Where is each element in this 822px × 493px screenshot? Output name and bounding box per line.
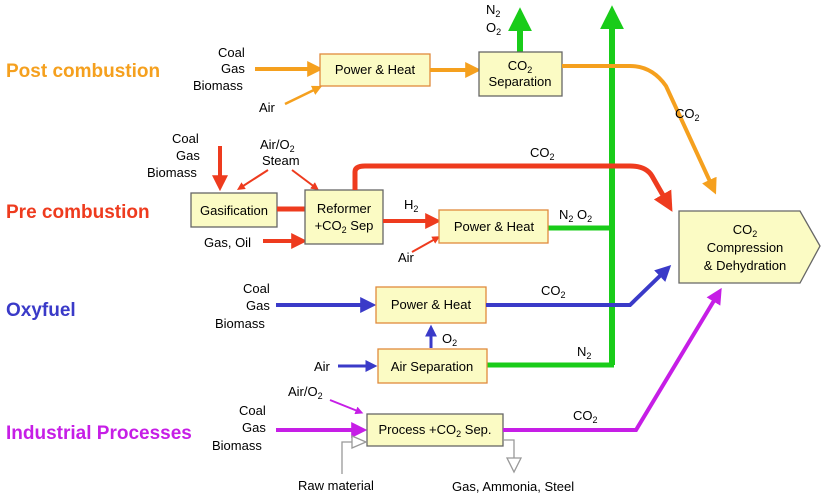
post-air-arrow [284,85,323,106]
industrial-flow: Industrial Processes Coal Gas Biomass Ai… [6,287,722,493]
compression-box [678,210,821,284]
pre-steam-label: Steam [262,153,300,168]
compression-text-1: CO2 [733,222,758,239]
ind-fuel-biomass: Biomass [212,438,262,453]
oxy-fuel-biomass: Biomass [215,316,265,331]
post-air-label: Air [259,100,276,115]
ind-air-o2-label: Air/O2 [288,384,323,401]
post-fuel-gas: Gas [221,61,245,76]
pre-co2-label: CO2 [530,145,555,162]
pre-combustion-flow: Pre combustion Coal Gas Biomass Air/O2 S… [6,131,673,265]
oxy-co2-label: CO2 [541,283,566,300]
compression-text-2: Compression [707,240,784,255]
o2-label: O2 [442,331,457,348]
ind-co2-to-compression-arrow [503,287,722,432]
pre-combustion-label: Pre combustion [6,202,150,223]
ind-fuel-gas: Gas [242,420,266,435]
pre-fuel-gas: Gas [176,148,200,163]
product-output-line [503,439,515,458]
oxy-power-heat-box [375,286,487,324]
h2-label: H2 [404,197,418,214]
pre-air-o2-label: Air/O2 [260,137,295,154]
post-fuel-coal: Coal [218,45,245,60]
post-co2-label: CO2 [675,106,700,123]
compression-text-3: & Dehydration [704,258,786,273]
oxy-fuel-coal: Coal [243,281,270,296]
air-separation-text: Air Separation [391,359,473,374]
ind-co2-label: CO2 [573,408,598,425]
post-combustion-label: Post combustion [6,61,160,82]
gasification-text: Gasification [200,203,268,218]
post-co2-to-compression-arrow [562,64,717,195]
ind-fuel-coal: Coal [239,403,266,418]
process-text: Process +CO2 Sep. [378,422,491,439]
ind-air-o2-arrow [329,399,364,415]
pre-fuel-coal: Coal [172,131,199,146]
process-box [366,413,504,447]
reformer-text-2: +CO2 Sep [315,218,374,235]
co2-separation-text-1: CO2 [508,58,533,75]
co2-separation-box [478,51,563,97]
pre-air-arrow [411,236,441,253]
oxy-co2-to-compression-arrow [486,264,672,307]
raw-material-arrowhead [351,435,368,449]
oxy-fuel-gas: Gas [246,298,270,313]
oxy-air-label: Air [314,359,331,374]
post-combustion-flow: Post combustion Coal Gas Biomass Air Pow… [6,2,717,195]
pre-power-heat-box [438,209,549,244]
raw-material-line [341,441,352,474]
oxyfuel-label: Oxyfuel [6,300,76,321]
n2-vent-label: N2 [486,2,500,19]
co2-compression-node: CO2 Compression & Dehydration [678,210,821,284]
pre-n2-o2-label: N2 O2 [559,207,592,224]
steam-to-gasification-arrow [236,169,269,190]
co2-separation-text-2: Separation [489,74,552,89]
gasification-box [190,192,278,228]
product-output-arrowhead [505,457,523,474]
post-fuel-biomass: Biomass [193,78,243,93]
oxy-n2-label: N2 [577,344,591,361]
reformer-box [304,189,384,245]
pre-air-label: Air [398,250,415,265]
oxyfuel-flow: Oxyfuel Coal Gas Biomass Power & Heat CO… [6,264,672,384]
steam-to-reformer-arrow [291,169,319,191]
reformer-text-1: Reformer [317,201,372,216]
pre-fuel-biomass: Biomass [147,165,197,180]
raw-material-label: Raw material [298,478,374,493]
gas-oil-label: Gas, Oil [204,235,251,250]
products-label: Gas, Ammonia, Steel [452,479,574,493]
pre-co2-to-compression-arrow [352,163,673,212]
industrial-processes-label: Industrial Processes [6,423,192,444]
post-power-heat-text: Power & Heat [335,62,416,77]
air-separation-box [377,348,488,384]
o2-vent-label: O2 [486,20,501,37]
post-power-heat-box [319,53,431,87]
pre-power-heat-text: Power & Heat [454,219,535,234]
oxy-power-heat-text: Power & Heat [391,297,472,312]
